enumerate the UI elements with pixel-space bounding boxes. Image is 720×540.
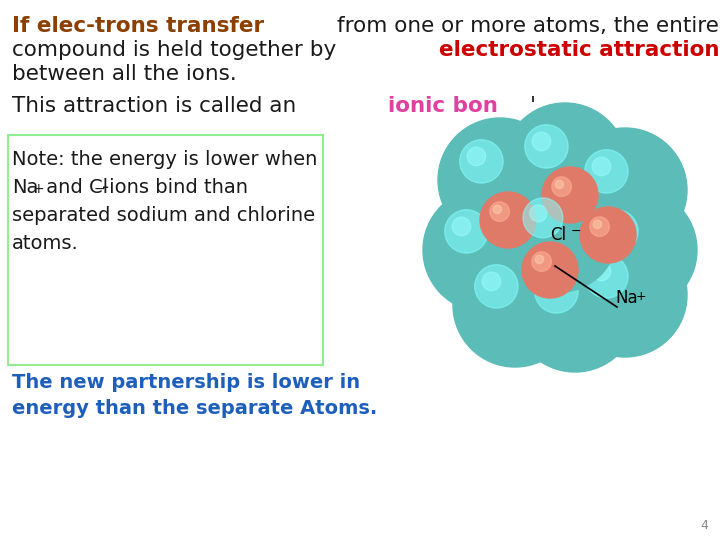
Circle shape <box>573 188 697 312</box>
FancyBboxPatch shape <box>8 135 323 365</box>
Text: Cl: Cl <box>550 226 566 244</box>
Circle shape <box>453 243 577 367</box>
Circle shape <box>482 272 500 291</box>
Circle shape <box>580 207 636 263</box>
Text: 4: 4 <box>700 519 708 532</box>
Circle shape <box>585 150 628 193</box>
Circle shape <box>467 147 486 166</box>
Circle shape <box>592 262 611 281</box>
Circle shape <box>474 265 518 308</box>
Text: −: − <box>94 182 106 196</box>
Circle shape <box>535 255 544 264</box>
Circle shape <box>542 277 561 296</box>
Circle shape <box>513 248 637 372</box>
Circle shape <box>490 202 510 221</box>
Text: ': ' <box>529 96 535 116</box>
Circle shape <box>503 178 617 292</box>
Circle shape <box>555 180 564 188</box>
Circle shape <box>595 210 638 253</box>
Circle shape <box>423 188 547 312</box>
Circle shape <box>445 210 488 253</box>
Circle shape <box>525 125 568 168</box>
Circle shape <box>542 167 598 223</box>
Text: Na: Na <box>12 178 38 197</box>
Circle shape <box>532 132 551 151</box>
Circle shape <box>438 118 562 242</box>
Text: -ions bind than: -ions bind than <box>102 178 248 197</box>
Circle shape <box>532 252 552 272</box>
Circle shape <box>592 157 611 176</box>
Circle shape <box>452 217 471 236</box>
Circle shape <box>593 220 602 228</box>
Circle shape <box>563 233 687 357</box>
Text: atoms.: atoms. <box>12 234 78 253</box>
Text: separated sodium and chlorine: separated sodium and chlorine <box>12 206 315 225</box>
Text: +: + <box>32 182 44 196</box>
Text: from one or more atoms, the entire: from one or more atoms, the entire <box>338 16 719 36</box>
Text: This attraction is called an: This attraction is called an <box>12 96 303 116</box>
Circle shape <box>503 103 627 227</box>
Text: −: − <box>571 225 582 238</box>
Circle shape <box>459 140 503 183</box>
Circle shape <box>552 177 572 197</box>
Text: between all the ions.: between all the ions. <box>12 64 237 84</box>
Text: energy than the separate Atoms.: energy than the separate Atoms. <box>12 399 377 418</box>
Text: Note: the energy is lower when: Note: the energy is lower when <box>12 150 318 169</box>
Circle shape <box>493 205 502 213</box>
Circle shape <box>563 128 687 252</box>
Circle shape <box>530 205 547 222</box>
Circle shape <box>535 269 578 313</box>
Circle shape <box>585 255 628 298</box>
Circle shape <box>523 198 563 238</box>
Text: The new partnership is lower in: The new partnership is lower in <box>12 373 360 392</box>
Text: electrostatic attractions: electrostatic attractions <box>439 40 720 60</box>
Text: +: + <box>636 290 647 303</box>
Circle shape <box>480 192 536 248</box>
Text: and Cl: and Cl <box>40 178 108 197</box>
Circle shape <box>602 217 621 236</box>
Text: If elec-trons transfer: If elec-trons transfer <box>12 16 264 36</box>
Text: Na: Na <box>615 289 638 307</box>
Text: ionic bon: ionic bon <box>387 96 498 116</box>
Text: compound is held together by: compound is held together by <box>12 40 343 60</box>
Circle shape <box>522 242 578 298</box>
Circle shape <box>590 217 609 237</box>
